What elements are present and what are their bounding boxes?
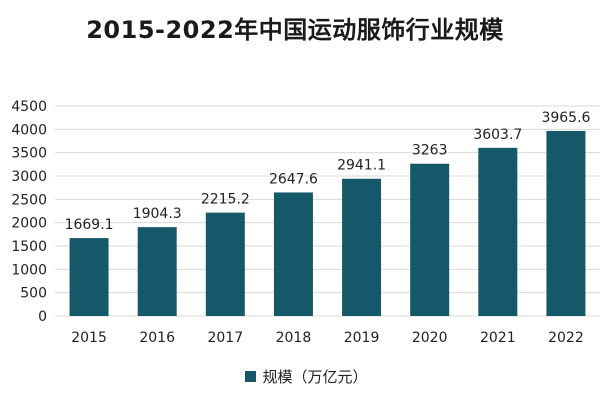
data-label-2019: 2941.1 [337, 158, 386, 174]
bar-2018 [273, 192, 313, 316]
data-label-2017: 2215.2 [201, 192, 250, 208]
bar-2022 [546, 130, 586, 316]
bar-2019 [342, 178, 382, 316]
y-axis-tick-labels: 0 500 1000 1500 2000 2500 3000 3500 4000 4500 [11, 99, 47, 325]
legend-swatch [245, 371, 257, 382]
data-label-2018: 2647.6 [269, 171, 318, 187]
bar-2016 [137, 227, 177, 316]
x-tick-label-2017: 2017 [207, 330, 243, 346]
bars [69, 130, 586, 316]
y-tick-label: 500 [20, 286, 47, 302]
y-tick-label: 2500 [11, 192, 47, 208]
bar-2020 [410, 163, 450, 316]
data-label-2015: 1669.1 [65, 217, 114, 233]
y-tick-label: 4500 [11, 99, 47, 115]
x-tick-label-2015: 2015 [71, 330, 107, 346]
x-tick-label-2018: 2018 [276, 330, 312, 346]
x-tick-label-2021: 2021 [480, 330, 516, 346]
data-label-2020: 3263 [412, 143, 448, 159]
x-tick-label-2022: 2022 [548, 330, 584, 346]
y-tick-label: 3000 [11, 169, 47, 185]
y-tick-label: 0 [38, 309, 47, 325]
bar-2021 [478, 147, 518, 316]
legend: 规模（万亿元） [0, 366, 613, 387]
data-label-2016: 1904.3 [133, 206, 182, 222]
data-label-2022: 3965.6 [541, 110, 590, 126]
data-label-2021: 3603.7 [473, 127, 522, 143]
y-tick-label: 1500 [11, 239, 47, 255]
x-axis-tick-labels: 2015 2016 2017 2018 2019 2020 2021 2022 [71, 330, 584, 346]
bar-2015 [69, 238, 109, 316]
y-tick-label: 3500 [11, 146, 47, 162]
x-tick-label-2019: 2019 [344, 330, 380, 346]
data-labels: 1669.1 1904.3 2215.2 2647.6 2941.1 3263 3603.7… [65, 110, 591, 233]
legend-label: 规模（万亿元） [262, 368, 368, 386]
chart-title: 2015-2022年中国运动服饰行业规模 [86, 16, 504, 44]
x-tick-label-2020: 2020 [412, 330, 448, 346]
x-tick-label-2016: 2016 [139, 330, 175, 346]
y-tick-label: 1000 [11, 262, 47, 278]
y-tick-label: 2000 [11, 216, 47, 232]
bar-2017 [205, 212, 245, 316]
y-tick-label: 4000 [11, 122, 47, 138]
